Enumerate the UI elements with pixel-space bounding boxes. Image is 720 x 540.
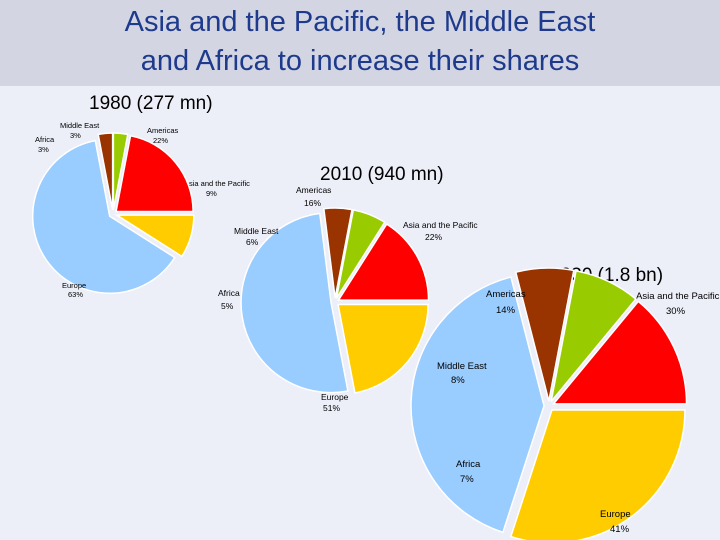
- pie-1-value-americas: 22%: [153, 136, 168, 145]
- pie-1-slice-africa: [97, 132, 114, 211]
- pie-3-slice-europe: [410, 276, 545, 534]
- chart-1980-title: 1980 (277 mn): [89, 93, 213, 114]
- pie-3-slice-middle-east: [550, 269, 637, 402]
- pie-2-label-americas: Americas: [296, 185, 331, 195]
- pie-2-slice-middle-east: [335, 208, 386, 299]
- pie-3-label-americas: Americas: [486, 289, 526, 300]
- pie-2-slice-africa: [323, 207, 353, 299]
- pie-3-label-middle-east: Middle East: [437, 361, 487, 372]
- pie-3-slice-americas: [551, 300, 688, 405]
- pie-3-value-africa: 7%: [460, 474, 474, 485]
- pie-3: Asia and the Pacific 30% Europe 41% Africa 7%…: [410, 267, 720, 540]
- pie-3-label-europe: Europe: [600, 509, 631, 520]
- chart-2010-title: 2010 (940 mn): [320, 164, 444, 185]
- pie-3-value-asia-and-the-pacific: 30%: [666, 306, 686, 317]
- pie-1-slice-americas: [115, 134, 194, 213]
- slide-title-line-2: and Africa to increase their shares: [140, 45, 580, 77]
- pie-2-label-middle-east: Middle East: [234, 226, 279, 236]
- slide-title-line-1: Asia and the Pacific, the Middle East: [124, 6, 596, 38]
- pie-3-label-asia-and-the-pacific: Asia and the Pacific: [636, 291, 720, 302]
- pie-1-slice-asia-and-the-pacific: [114, 214, 195, 258]
- pie-2-value-middle-east: 6%: [246, 237, 259, 247]
- pie-2-slice-europe: [240, 212, 349, 394]
- pie-3-label-africa: Africa: [456, 459, 481, 470]
- pie-1-value-africa: 3%: [38, 145, 49, 154]
- pie-2-value-asia-and-the-pacific: 22%: [425, 232, 442, 242]
- pie-1: Asia and the Pacific9%Europe63%Africa3%M…: [31, 121, 250, 299]
- pie-2-slice-asia-and-the-pacific: [337, 303, 429, 394]
- pie-2-value-africa: 5%: [221, 301, 234, 311]
- pie-1-value-asia-and-the-pacific: 9%: [206, 189, 217, 198]
- title-band: [0, 0, 720, 86]
- pie-2-value-europe: 51%: [323, 403, 340, 413]
- pie-1-slice-europe: [31, 139, 176, 294]
- pie-2-label-asia-and-the-pacific: Asia and the Pacific: [403, 220, 478, 230]
- pie-2-value-americas: 16%: [304, 198, 321, 208]
- pie-1-label-asia-and-the-pacific: Asia and the Pacific: [184, 179, 250, 188]
- pie-1-label-middle-east: Middle East: [60, 121, 100, 130]
- pie-1-slice-middle-east: [112, 132, 129, 211]
- pie-3-value-europe: 41%: [610, 524, 630, 535]
- pie-2-slice-americas: [337, 223, 430, 301]
- pie-1-label-americas: Americas: [147, 126, 179, 135]
- pie-3-slice-africa: [514, 267, 575, 402]
- pie-3-value-middle-east: 8%: [451, 375, 465, 386]
- pie-1-label-africa: Africa: [35, 135, 55, 144]
- pie-1-value-europe: 63%: [68, 290, 83, 299]
- pie-3-slice-asia-and-the-pacific: [509, 409, 686, 540]
- pie-2-label-europe: Europe: [321, 392, 349, 402]
- pie-3-value-americas: 14%: [496, 305, 516, 316]
- pie-2-label-africa: Africa: [218, 288, 240, 298]
- pie-1-value-middle-east: 3%: [70, 131, 81, 140]
- pie-1-label-europe: Europe: [62, 281, 86, 290]
